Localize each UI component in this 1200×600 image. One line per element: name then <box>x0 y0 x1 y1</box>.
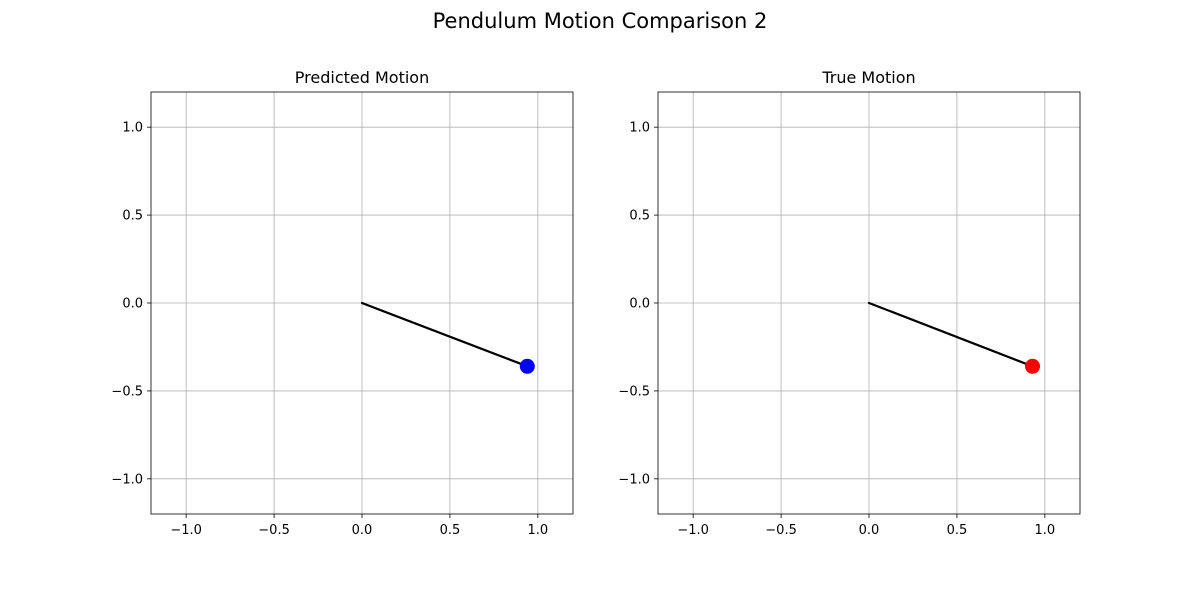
predicted-pendulum-rod <box>360 301 529 368</box>
true-ytick-label: 1.0 <box>629 121 650 136</box>
figure-suptitle: Pendulum Motion Comparison 2 <box>433 9 768 33</box>
true-axes-frame <box>657 91 1081 515</box>
predicted-ytick-label: −0.5 <box>111 384 143 399</box>
true-ytick-label: −0.5 <box>618 384 650 399</box>
true-ytick-label: −1.0 <box>618 472 650 487</box>
predicted-ytick-label: 0.0 <box>122 297 143 312</box>
predicted-xtick-label: 0.5 <box>440 523 461 538</box>
predicted-axes-frame <box>150 91 574 515</box>
predicted-xtick-label: 0.0 <box>352 523 373 538</box>
predicted-pendulum-bob <box>519 358 535 374</box>
predicted-ytick-label: 1.0 <box>122 121 143 136</box>
predicted-xtick-label: −1.0 <box>170 523 202 538</box>
predicted-ytick-label: 0.5 <box>122 209 143 224</box>
true-xtick-label: 0.0 <box>859 523 880 538</box>
true-xtick-label: 0.5 <box>947 523 968 538</box>
predicted-motion-panel: Predicted Motion −1.0 −0.5 0.0 0.5 1.0 −1.0 −0.… <box>111 68 574 538</box>
true-xtick-label: −1.0 <box>677 523 709 538</box>
predicted-xtick-label: 1.0 <box>527 523 548 538</box>
true-ytick-label: 0.0 <box>629 297 650 312</box>
predicted-xtick-label: −0.5 <box>258 523 290 538</box>
true-xtick-label: −0.5 <box>765 523 797 538</box>
true-ytick-label: 0.5 <box>629 209 650 224</box>
true-pendulum-rod <box>867 301 1034 368</box>
true-panel-title: True Motion <box>821 68 915 87</box>
true-pendulum-bob <box>1025 358 1041 374</box>
true-xtick-label: 1.0 <box>1034 523 1055 538</box>
predicted-ytick-label: −1.0 <box>111 472 143 487</box>
true-motion-panel: True Motion −1.0 −0.5 0.0 0.5 1.0 −1.0 −0.5 0.0 0… <box>618 68 1081 538</box>
predicted-panel-title: Predicted Motion <box>295 68 429 87</box>
